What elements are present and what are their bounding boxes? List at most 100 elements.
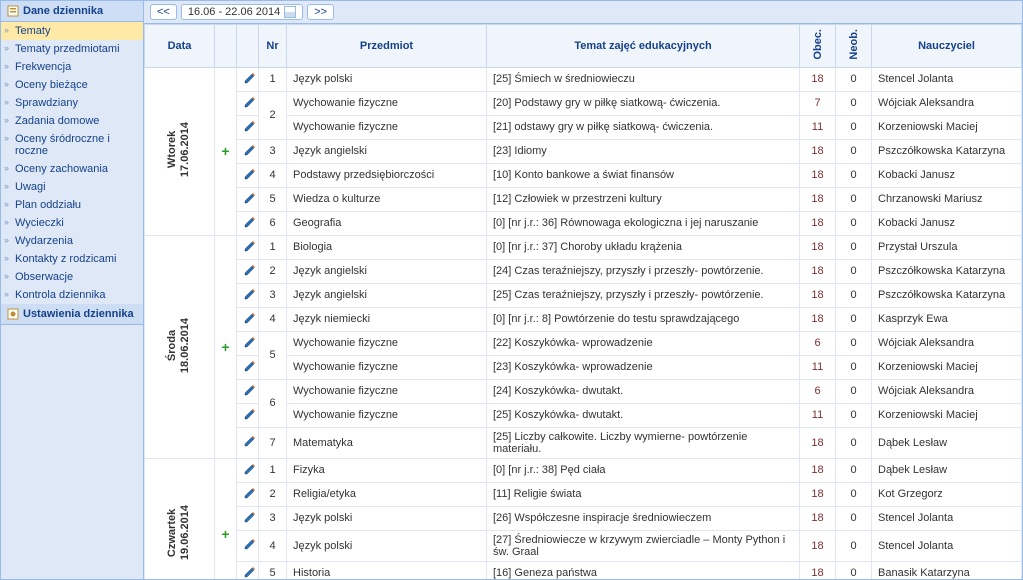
teacher-cell: Stencel Jolanta	[872, 530, 1022, 561]
edit-icon[interactable]	[243, 71, 257, 85]
table-row: 6Wychowanie fizyczne[24] Koszykówka- dwu…	[145, 379, 1022, 403]
edit-icon[interactable]	[243, 462, 257, 476]
add-lesson-icon[interactable]: +	[221, 339, 229, 355]
neob-cell: 0	[836, 458, 872, 482]
teacher-cell: Wójciak Aleksandra	[872, 379, 1022, 403]
topic-cell: [27] Średniowiecze w krzywym zwierciadle…	[487, 530, 800, 561]
sidebar-item[interactable]: Wydarzenia	[1, 232, 143, 250]
col-neob: Neob.	[836, 25, 872, 68]
edit-icon[interactable]	[243, 434, 257, 448]
neob-cell: 0	[836, 506, 872, 530]
obec-cell: 7	[800, 91, 836, 115]
subject-cell: Język angielski	[287, 139, 487, 163]
sidebar-item[interactable]: Kontakty z rodzicami	[1, 250, 143, 268]
subject-cell: Wychowanie fizyczne	[287, 379, 487, 403]
obec-cell: 18	[800, 482, 836, 506]
lesson-nr: 5	[259, 331, 287, 379]
table-row: Czwartek19.06.2014+1Fizyka[0] [nr j.r.: …	[145, 458, 1022, 482]
edit-icon[interactable]	[243, 143, 257, 157]
neob-cell: 0	[836, 427, 872, 458]
subject-cell: Wychowanie fizyczne	[287, 355, 487, 379]
date-range-text: 16.06 - 22.06 2014	[188, 6, 280, 18]
sidebar-item[interactable]: Oceny bieżące	[1, 76, 143, 94]
sidebar-item[interactable]: Uwagi	[1, 178, 143, 196]
edit-cell	[237, 458, 259, 482]
lessons-table: Data Nr Przedmiot Temat zajęć edukacyjny…	[144, 24, 1022, 579]
sidebar-item[interactable]: Frekwencja	[1, 58, 143, 76]
obec-cell: 11	[800, 403, 836, 427]
topic-cell: [25] Czas teraźniejszy, przyszły i przes…	[487, 283, 800, 307]
sidebar-item[interactable]: Kontrola dziennika	[1, 286, 143, 304]
edit-icon[interactable]	[243, 510, 257, 524]
sidebar-item[interactable]: Plan oddziału	[1, 196, 143, 214]
edit-icon[interactable]	[243, 537, 257, 551]
table-row: Środa18.06.2014+1Biologia[0] [nr j.r.: 3…	[145, 235, 1022, 259]
edit-icon[interactable]	[243, 239, 257, 253]
edit-cell	[237, 211, 259, 235]
obec-cell: 18	[800, 427, 836, 458]
sidebar-item[interactable]: Oceny zachowania	[1, 160, 143, 178]
neob-cell: 0	[836, 259, 872, 283]
col-topic: Temat zajęć edukacyjnych	[487, 25, 800, 68]
topic-cell: [0] [nr j.r.: 8] Powtórzenie do testu sp…	[487, 307, 800, 331]
edit-cell	[237, 187, 259, 211]
lesson-nr: 6	[259, 379, 287, 427]
table-row: 3Język angielski[23] Idiomy180Pszczółkow…	[145, 139, 1022, 163]
calendar-icon[interactable]	[284, 6, 296, 18]
add-lesson-cell: +	[215, 235, 237, 458]
prev-week-button[interactable]: <<	[150, 4, 177, 20]
day-cell: Wtorek17.06.2014	[145, 67, 215, 235]
sidebar-item[interactable]: Tematy przedmiotami	[1, 40, 143, 58]
edit-icon[interactable]	[243, 287, 257, 301]
sidebar-item[interactable]: Obserwacje	[1, 268, 143, 286]
teacher-cell: Stencel Jolanta	[872, 506, 1022, 530]
edit-icon[interactable]	[243, 263, 257, 277]
neob-cell: 0	[836, 307, 872, 331]
teacher-cell: Korzeniowski Maciej	[872, 355, 1022, 379]
col-edit	[237, 25, 259, 68]
neob-cell: 0	[836, 67, 872, 91]
edit-icon[interactable]	[243, 486, 257, 500]
subject-cell: Wychowanie fizyczne	[287, 403, 487, 427]
edit-icon[interactable]	[243, 95, 257, 109]
add-lesson-icon[interactable]: +	[221, 143, 229, 159]
edit-icon[interactable]	[243, 191, 257, 205]
edit-icon[interactable]	[243, 359, 257, 373]
edit-icon[interactable]	[243, 383, 257, 397]
topic-cell: [12] Człowiek w przestrzeni kultury	[487, 187, 800, 211]
edit-icon[interactable]	[243, 565, 257, 579]
table-row: 3Język polski[26] Współczesne inspiracje…	[145, 506, 1022, 530]
neob-cell: 0	[836, 91, 872, 115]
topic-cell: [26] Współczesne inspiracje średniowiecz…	[487, 506, 800, 530]
journal-icon	[7, 5, 19, 17]
col-obec: Obec.	[800, 25, 836, 68]
obec-cell: 6	[800, 331, 836, 355]
subject-cell: Wychowanie fizyczne	[287, 115, 487, 139]
sidebar-item[interactable]: Oceny śródroczne i roczne	[1, 130, 143, 160]
edit-icon[interactable]	[243, 311, 257, 325]
add-lesson-icon[interactable]: +	[221, 526, 229, 542]
sidebar-item[interactable]: Wycieczki	[1, 214, 143, 232]
edit-icon[interactable]	[243, 119, 257, 133]
obec-cell: 18	[800, 561, 836, 579]
edit-cell	[237, 115, 259, 139]
edit-icon[interactable]	[243, 215, 257, 229]
date-range[interactable]: 16.06 - 22.06 2014	[181, 4, 303, 20]
sidebar-item[interactable]: Zadania domowe	[1, 112, 143, 130]
teacher-cell: Korzeniowski Maciej	[872, 403, 1022, 427]
edit-cell	[237, 235, 259, 259]
table-row: 6Geografia[0] [nr j.r.: 36] Równowaga ek…	[145, 211, 1022, 235]
next-week-button[interactable]: >>	[307, 4, 334, 20]
subject-cell: Język angielski	[287, 259, 487, 283]
add-lesson-cell: +	[215, 458, 237, 579]
sidebar-header2-label: Ustawienia dziennika	[23, 308, 134, 320]
subject-cell: Matematyka	[287, 427, 487, 458]
topic-cell: [24] Koszykówka- dwutakt.	[487, 379, 800, 403]
edit-cell	[237, 482, 259, 506]
edit-icon[interactable]	[243, 335, 257, 349]
subject-cell: Historia	[287, 561, 487, 579]
edit-icon[interactable]	[243, 407, 257, 421]
sidebar-item[interactable]: Sprawdziany	[1, 94, 143, 112]
edit-icon[interactable]	[243, 167, 257, 181]
sidebar-item[interactable]: Tematy	[1, 22, 143, 40]
